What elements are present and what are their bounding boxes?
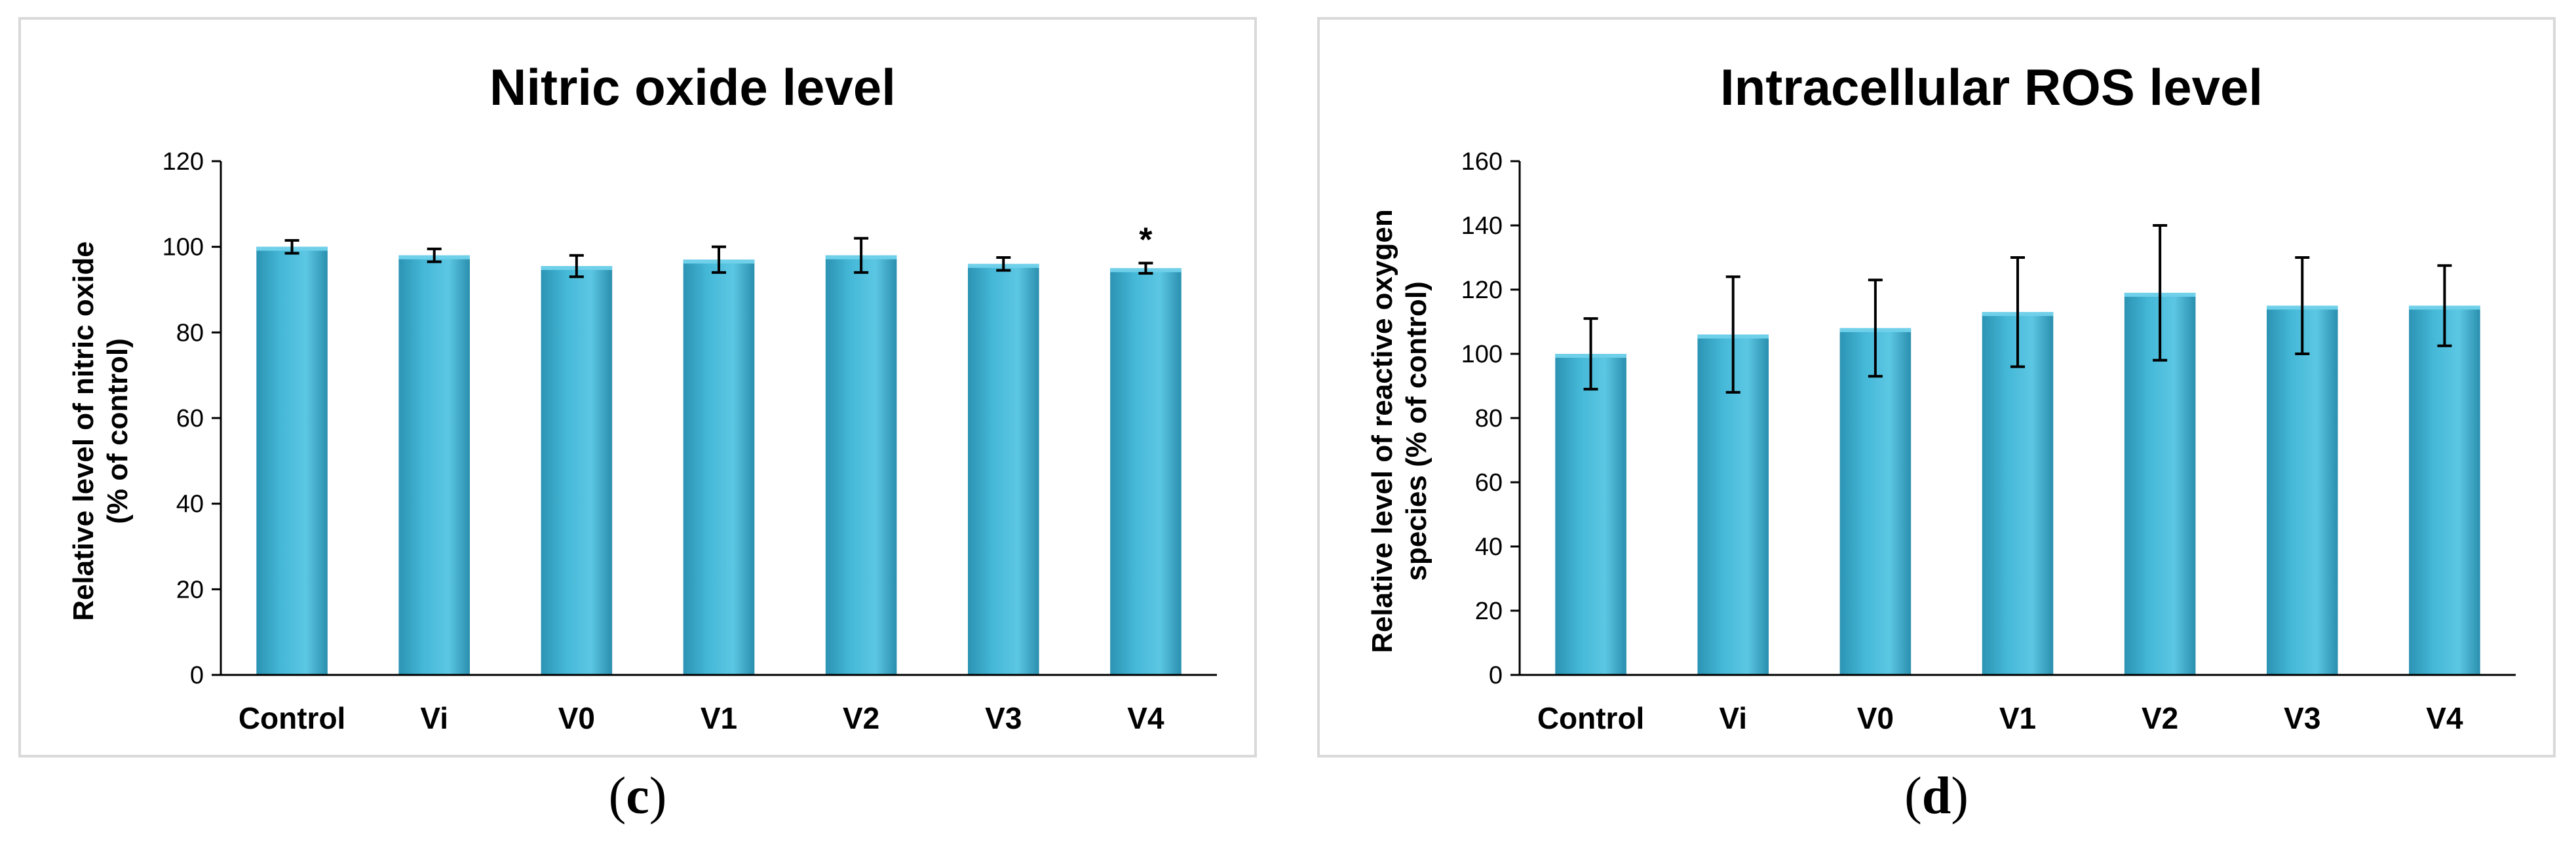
y-axis-title-line: (% of control) <box>102 338 134 524</box>
x-tick-label: V1 <box>1999 701 2036 735</box>
x-tick-label: V1 <box>701 701 737 735</box>
y-tick-label: 140 <box>1461 212 1503 240</box>
x-tick-label: Control <box>1537 701 1645 735</box>
y-axis-title-line: Relative level of nitric oxide <box>67 241 100 621</box>
significance-marker: * <box>1139 221 1153 259</box>
panel-caption-c: (c) <box>608 767 667 825</box>
chart-title: Nitric oxide level <box>490 58 896 116</box>
y-axis-title: Relative level of reactive oxygenspecies… <box>1366 209 1432 653</box>
x-tick-label: Vi <box>420 701 448 735</box>
y-tick-label: 20 <box>176 576 204 603</box>
x-tick-label: V4 <box>1127 701 1164 735</box>
x-tick-label: V2 <box>2142 701 2178 735</box>
chart-panel-ros: Intracellular ROS level Relative level of… <box>1317 17 2556 757</box>
panel-caption-d: (d) <box>1904 767 1969 825</box>
bar-control <box>1555 354 1626 675</box>
x-tick-label: V0 <box>1857 701 1894 735</box>
y-tick-label: 60 <box>1475 469 1503 497</box>
y-tick-label: 160 <box>1461 148 1503 176</box>
bar-v2 <box>825 255 897 675</box>
x-tick-label: V0 <box>558 701 595 735</box>
bar-v4 <box>2409 305 2480 675</box>
y-tick-label: 20 <box>1475 598 1503 625</box>
y-axis-title-line: Relative level of reactive oxygen <box>1366 209 1398 653</box>
bar-v1 <box>683 259 755 675</box>
y-tick-label: 0 <box>1489 662 1503 689</box>
bar-v0 <box>541 266 613 676</box>
nitric-oxide-chart: Nitric oxide level Relative level of nitr… <box>67 58 1217 735</box>
x-tick-label: V2 <box>843 701 879 735</box>
bar-v4 <box>1110 268 1182 675</box>
y-tick-label: 40 <box>1475 533 1503 561</box>
bar-v1 <box>1982 312 2054 675</box>
bar-v0 <box>1839 328 1912 675</box>
ros-chart: Intracellular ROS level Relative level of… <box>1366 58 2516 735</box>
chart-panel-nitric-oxide: Nitric oxide level Relative level of nitr… <box>18 17 1257 757</box>
y-tick-label: 40 <box>176 491 204 518</box>
bar-v3 <box>2267 305 2338 675</box>
y-tick-label: 120 <box>1461 277 1503 304</box>
x-tick-label: V4 <box>2426 701 2463 735</box>
x-tick-label: Control <box>239 701 346 735</box>
y-tick-label: 120 <box>163 148 204 176</box>
y-tick-label: 100 <box>1461 341 1503 368</box>
x-tick-label: V3 <box>985 701 1022 735</box>
y-tick-label: 80 <box>1475 405 1503 432</box>
bar-control <box>256 246 328 676</box>
y-tick-label: 0 <box>190 662 204 689</box>
bar-v3 <box>968 263 1039 675</box>
y-tick-label: 60 <box>176 405 204 432</box>
x-tick-label: V3 <box>2284 701 2320 735</box>
y-axis-title-line: species (% of control) <box>1400 281 1432 581</box>
chart-title: Intracellular ROS level <box>1720 58 2263 116</box>
y-tick-label: 100 <box>163 234 204 261</box>
y-axis-title: Relative level of nitric oxide(% of cont… <box>67 241 134 621</box>
y-tick-label: 80 <box>176 319 204 347</box>
x-tick-label: Vi <box>1719 701 1747 735</box>
bar-vi <box>398 255 470 675</box>
